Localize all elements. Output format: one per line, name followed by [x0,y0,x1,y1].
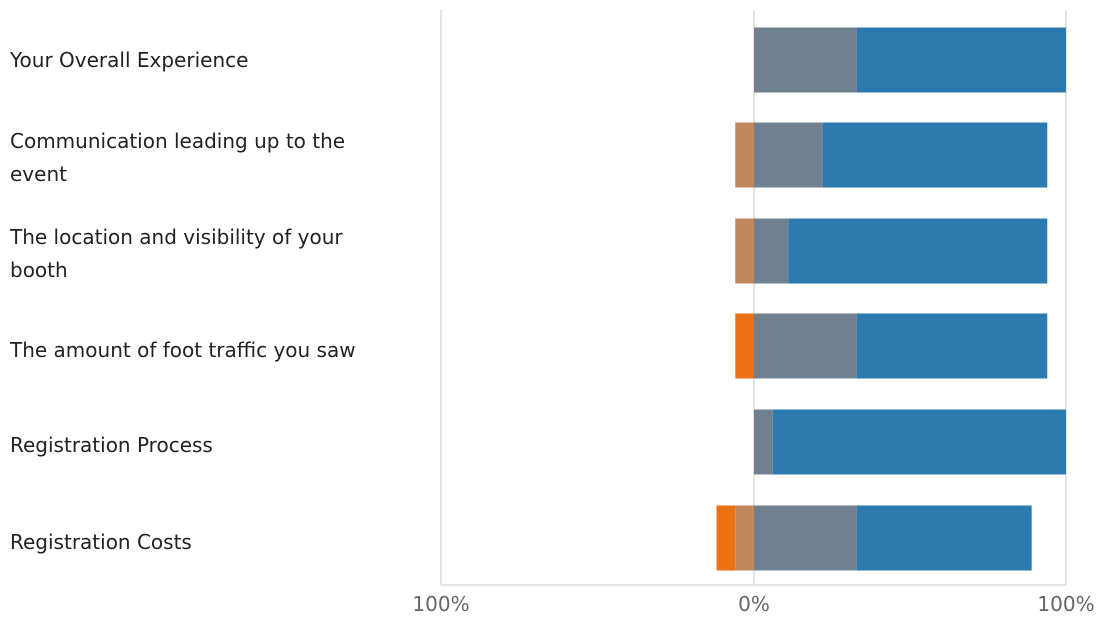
bar-segment-negative [716,505,736,571]
bar-segment-negative [735,122,754,188]
bar-segment-positive [772,409,1066,475]
bar-segment-positive [856,313,1048,379]
category-label-registration-costs: Registration Costs [10,530,192,554]
category-label-registration-process: Registration Process [10,433,213,457]
bar-segment-positive [856,505,1032,571]
category-label-location-visibility: The location and visibility of your boot… [10,225,343,282]
bar-segment-negative [735,218,754,284]
bar-segment-positive [754,122,823,188]
bar-segment-positive [754,313,857,379]
bar-segment-positive [754,27,857,93]
x-tick-label-right: 100% [1037,592,1095,616]
bar-segment-positive [754,505,857,571]
bar-segment-positive [754,218,789,284]
category-label-communication: Communication leading up to the event [10,129,346,186]
bar-segment-negative [735,313,754,379]
x-tick-label-center: 0% [738,592,770,616]
category-label-foot-traffic: The amount of foot traffic you saw [10,338,356,362]
bar-segment-positive [754,409,773,475]
bar-segment-positive [788,218,1048,284]
x-tick-label-left: 100% [412,592,470,616]
bar-segment-positive [822,122,1048,188]
bar-segment-negative [735,505,754,571]
bar-segment-positive [856,27,1066,93]
category-label-overall-experience: Your Overall Experience [10,48,249,72]
